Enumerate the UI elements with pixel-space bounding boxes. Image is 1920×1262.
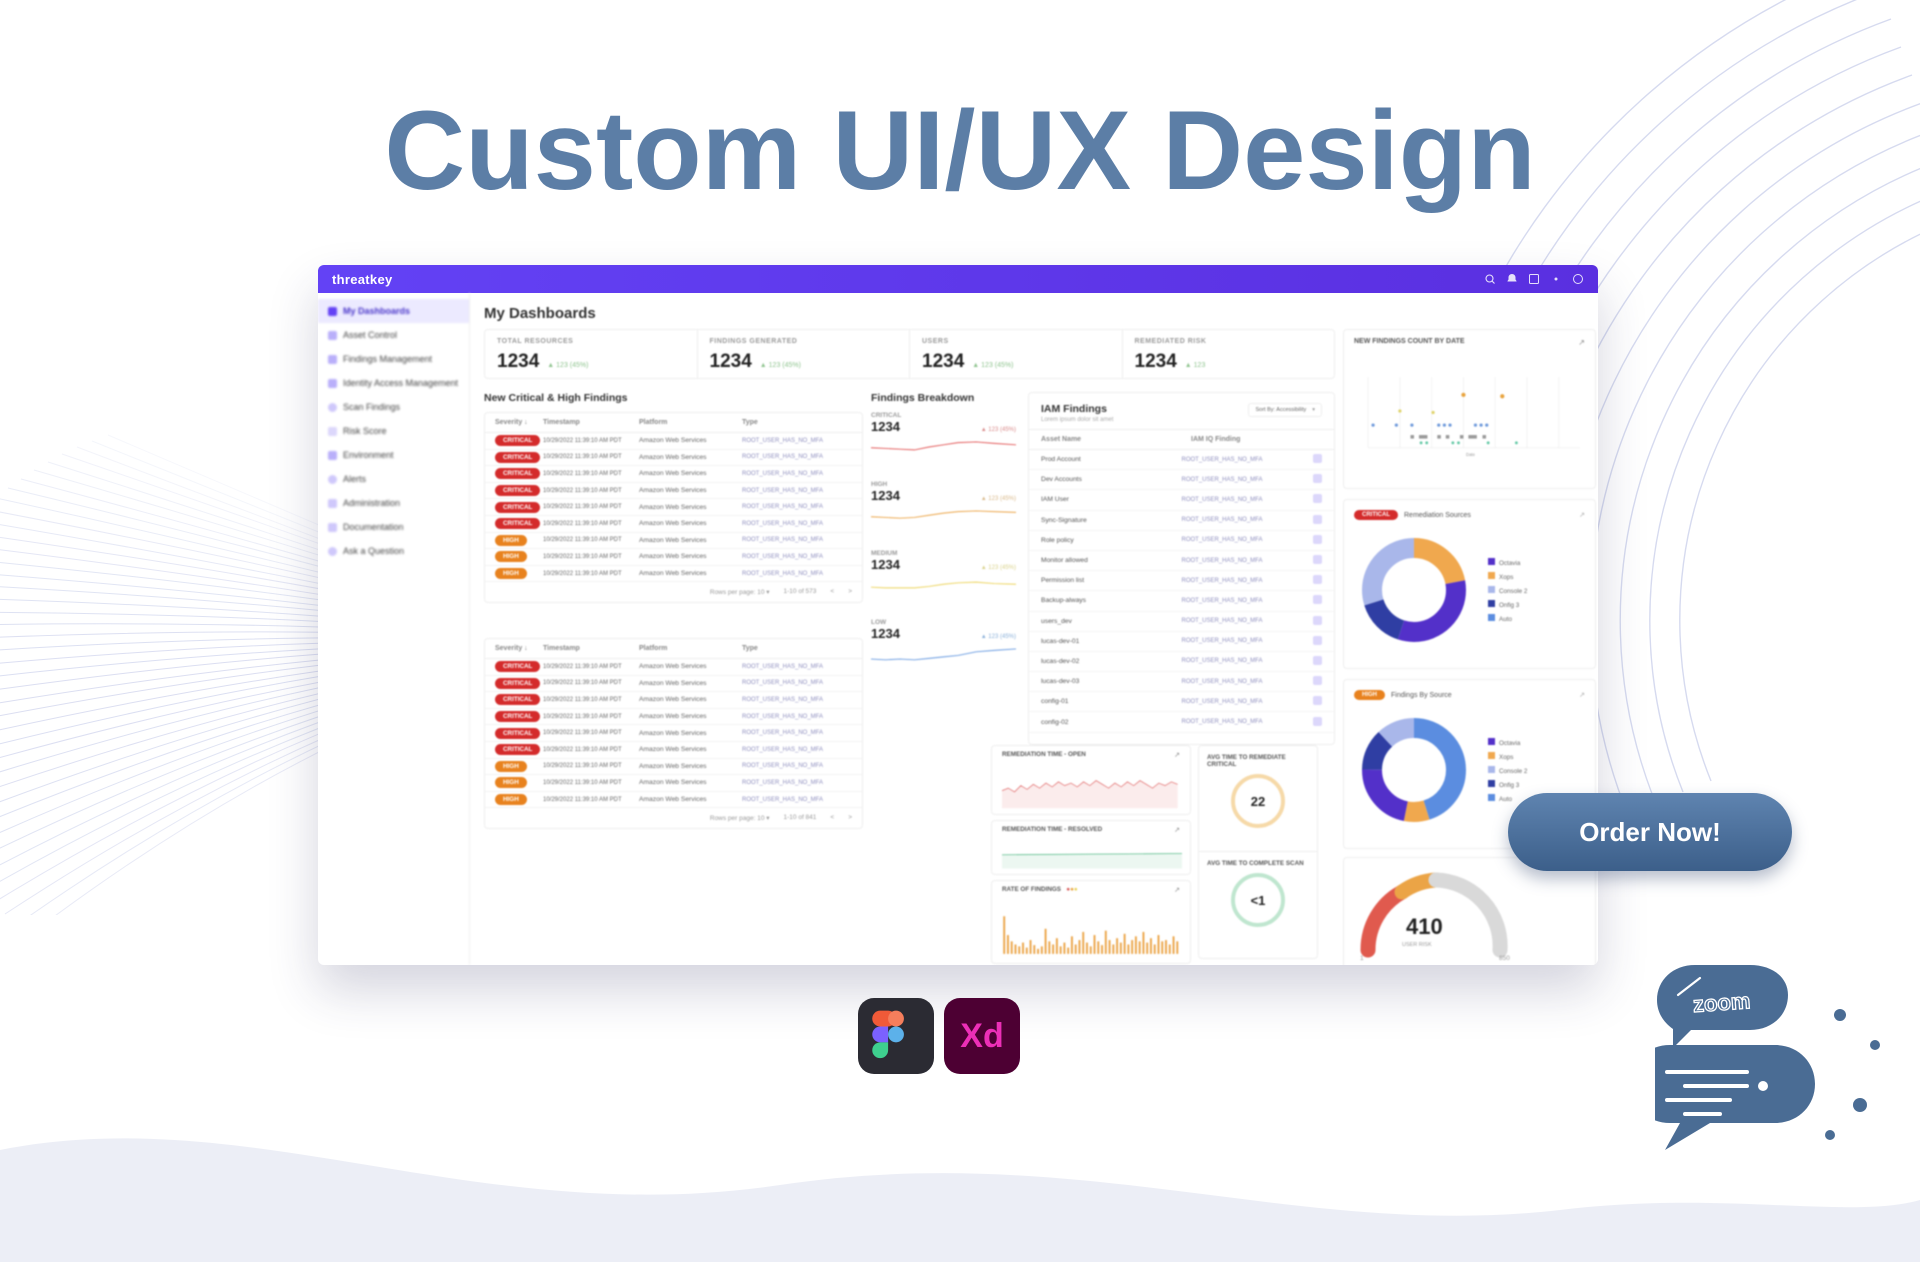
svg-text:850: 850 bbox=[1499, 955, 1510, 962]
svg-text:410: 410 bbox=[1406, 914, 1443, 939]
svg-text:USER RISK: USER RISK bbox=[1402, 942, 1432, 948]
svg-text:Date: Date bbox=[1466, 452, 1476, 457]
svg-text:zoom: zoom bbox=[1692, 988, 1751, 1017]
svg-text:1: 1 bbox=[1360, 955, 1364, 962]
